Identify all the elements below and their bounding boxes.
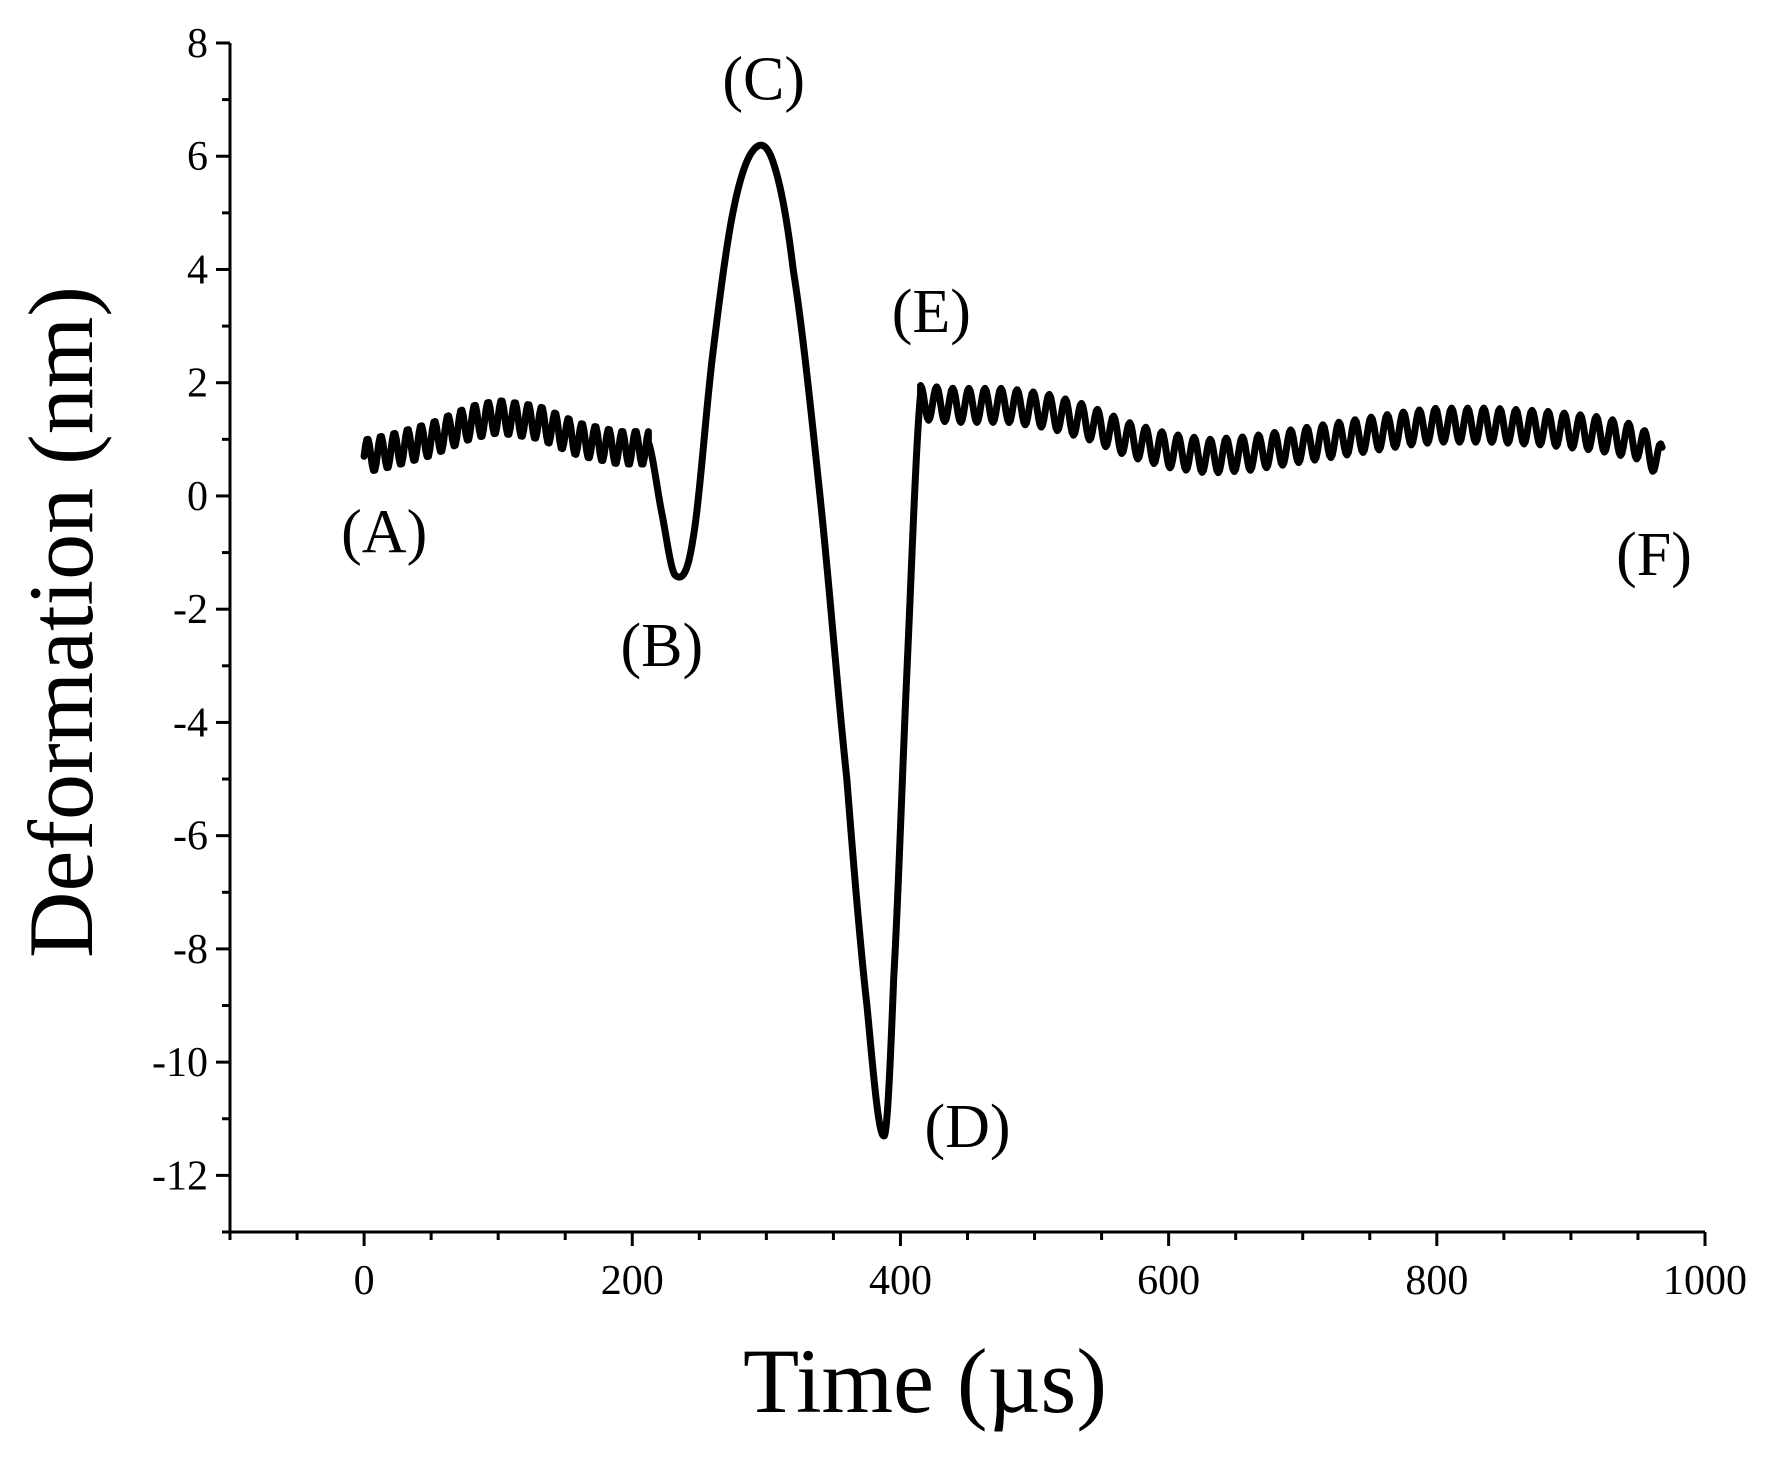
y-axis-ticks: 8 6 4 2 0 -2 -4 -6 -8 -10 -12 [152,21,230,1234]
x-tick-label: 600 [1137,1258,1200,1304]
x-axis-title: Time (µs) [743,1330,1107,1432]
x-tick-label: 1000 [1663,1258,1747,1304]
y-tick-label: 2 [187,361,208,407]
y-tick-label: 6 [187,134,208,180]
annotations: (A) (B) (C) (E) (D) (F) [341,46,1692,1161]
series-group [360,141,1666,1140]
y-tick-label: 4 [187,247,208,293]
x-tick-label: 200 [601,1258,664,1304]
x-tick-label: 400 [869,1258,932,1304]
y-tick-label: -8 [173,927,208,973]
y-tick-label: -2 [173,587,208,633]
x-tick-label: 0 [354,1258,375,1304]
y-tick-label: -10 [152,1040,208,1086]
y-axis-title: Deformation (nm) [10,286,112,958]
axes [228,43,1705,1234]
y-tick-label: 8 [187,21,208,67]
y-tick-label: 0 [187,474,208,520]
point-annotation: (B) [620,612,703,680]
y-tick-label: -6 [173,814,208,860]
point-annotation: (D) [924,1093,1010,1161]
y-tick-label: -12 [152,1153,208,1199]
y-tick-label: -4 [173,700,208,746]
point-annotation: (C) [722,46,805,114]
point-annotation: (E) [892,278,971,346]
x-axis-ticks: 0 200 400 600 800 1000 [228,1232,1747,1304]
point-annotation: (A) [341,499,427,567]
point-annotation: (F) [1616,521,1692,589]
x-tick-label: 800 [1405,1258,1468,1304]
series-line-deformation [360,141,1666,1140]
